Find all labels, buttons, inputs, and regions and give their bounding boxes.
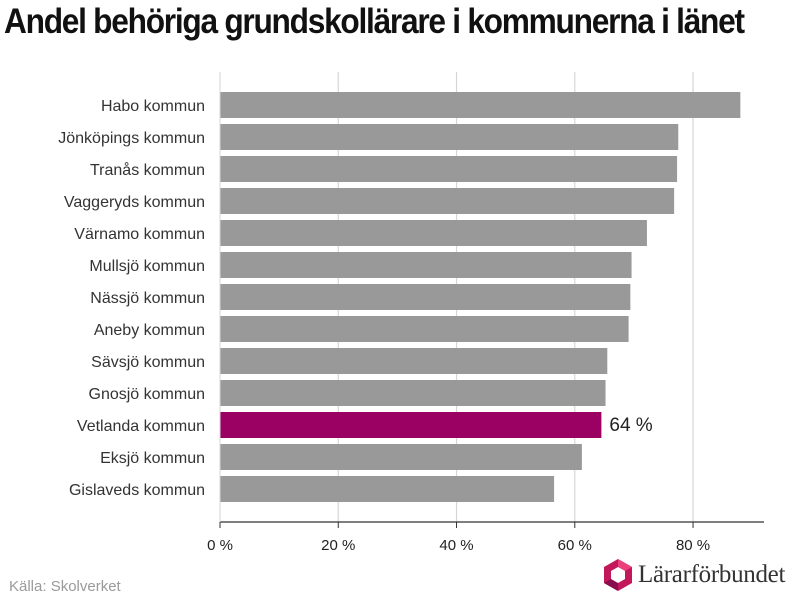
x-tick-label: 40 % [439,537,473,554]
category-label: Mullsjö kommun [89,258,205,275]
category-label: Vaggeryds kommun [64,194,205,211]
logo-text: Lärarförbundet [638,561,786,588]
category-label: Gislaveds kommun [69,482,205,499]
bar [220,380,606,406]
hexagon-logo-icon [604,559,632,591]
category-label: Jönköpings kommun [58,130,205,147]
bars: 64 % [220,92,741,502]
x-tick-label: 20 % [321,537,355,554]
source-note: Källa: Skolverket [9,578,121,595]
bar [220,412,602,438]
category-label: Aneby kommun [94,322,205,339]
category-label: Sävsjö kommun [91,354,205,371]
category-label: Värnamo kommun [74,226,205,243]
x-axis: 0 % 20 % 40 % 60 % 80 % [207,72,764,554]
x-tick-label: 80 % [676,537,710,554]
data-label: 64 % [609,415,652,436]
x-tick-label: 60 % [558,537,592,554]
x-tick-label: 0 % [207,537,233,554]
bar [220,156,678,182]
bar [220,220,647,246]
category-label: Habo kommun [101,98,205,115]
category-label: Gnosjö kommun [89,386,206,403]
category-label: Tranås kommun [90,161,205,179]
category-label: Eksjö kommun [100,450,205,467]
bar [220,444,582,470]
bar [220,188,675,214]
category-label: Nässjö kommun [90,290,205,307]
bar [220,284,631,310]
bar [220,316,629,342]
bar [220,124,679,150]
chart-title: Andel behöriga grundskollärare i kommune… [4,2,745,41]
bar [220,92,741,118]
category-labels: Habo kommun Jönköpings kommun Tranås kommu… [58,98,205,499]
category-label: Vetlanda kommun [77,418,205,435]
bar [220,348,608,374]
lararforbundet-logo: Lärarförbundet [602,558,785,592]
bar [220,252,632,278]
bar [220,476,555,502]
